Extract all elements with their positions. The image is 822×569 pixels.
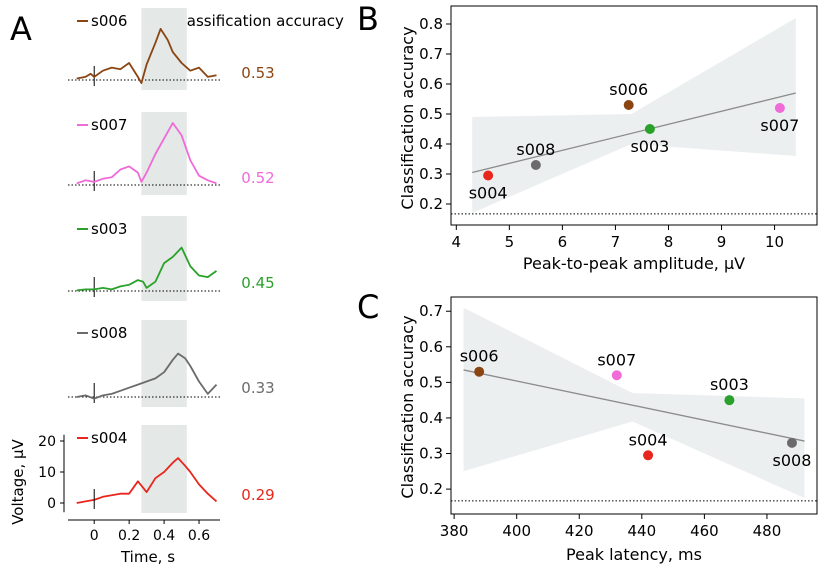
y-tick-label: 0.8: [419, 15, 443, 33]
trace-label-s006: s006: [91, 12, 127, 30]
point-label-s006: s006: [609, 80, 648, 99]
point-s007: [611, 370, 622, 381]
point-label-s003: s003: [710, 375, 749, 394]
x-axis-title: Peak-to-peak amplitude, µV: [523, 254, 745, 273]
confidence-band: [463, 307, 805, 498]
point-label-s007: s007: [760, 116, 799, 135]
panel-b-amplitude-scatter: 4 5 6 7 8 9 10 0.2 0.3 0.4 0.5 0.6 0.7 0.8 s004 s008 s00…: [398, 5, 818, 273]
x-tick-label: 10: [765, 233, 784, 251]
y-tick-label: 20: [38, 434, 56, 450]
y-tick-label: 0.7: [419, 302, 443, 320]
y-axis-title: Classification accuracy: [398, 26, 417, 209]
point-s004: [483, 170, 494, 181]
point-s003: [724, 395, 735, 406]
point-label-s004: s004: [469, 184, 508, 203]
y-tick-label: 0.2: [419, 195, 443, 213]
x-tick-label: 7: [611, 233, 621, 251]
x-tick-label: 4: [452, 233, 462, 251]
trace-s006: [76, 27, 217, 84]
x-tick-label: 9: [717, 233, 727, 251]
point-label-s008: s008: [516, 140, 555, 159]
x-tick-label: 440: [628, 522, 657, 540]
y-axis-title: Voltage, µV: [9, 438, 27, 524]
x-tick-label: 0.6: [188, 528, 210, 544]
y-tick-label: 0.6: [419, 75, 443, 93]
panel-c-latency-scatter: 380 400 420 440 460 480 0.2 0.3 0.4 0.5 0.6 0.7 s006…: [398, 296, 818, 564]
point-label-s003: s003: [630, 137, 669, 156]
x-tick-label: 400: [502, 522, 531, 540]
trace-label-s008: s008: [91, 324, 127, 342]
accuracy-value-s004: 0.29: [241, 486, 274, 504]
y-tick-label: 0.4: [419, 135, 443, 153]
x-tick-label: 0.4: [153, 528, 175, 544]
point-s003: [644, 124, 655, 134]
y-tick-label: 0.5: [419, 105, 443, 123]
point-s008: [786, 437, 797, 448]
x-tick-label: 8: [664, 233, 674, 251]
highlight-window-s003: [141, 216, 187, 301]
regression-line: [463, 369, 805, 442]
accuracy-column-header: Classification accuracy: [172, 12, 344, 30]
plot-frame: [450, 296, 818, 515]
y-tick-label: 0.7: [419, 45, 443, 63]
y-tick-label: 0.4: [419, 409, 443, 427]
x-tick-label: 6: [558, 233, 568, 251]
x-axis-title: Time, s: [120, 548, 175, 566]
panel-label-a: A: [10, 10, 32, 48]
x-tick-label: 460: [690, 522, 719, 540]
x-tick-label: 420: [565, 522, 594, 540]
trace-s007: [76, 122, 217, 185]
x-axis-title: Peak latency, ms: [566, 545, 702, 564]
point-s006: [474, 366, 485, 377]
x-tick-label: 0: [90, 528, 99, 544]
panel-label-c: C: [357, 288, 379, 326]
panel-a-erp-traces: Classification accuracy s006 0.53 s007 0.52…: [9, 8, 344, 566]
point-label-s004: s004: [629, 430, 668, 449]
y-tick-label: 0.6: [419, 338, 443, 356]
highlight-window-s007: [141, 112, 187, 195]
point-label-s007: s007: [597, 350, 636, 369]
highlight-window-s008: [141, 320, 187, 407]
point-label-s006: s006: [460, 347, 499, 366]
point-s004: [643, 450, 654, 461]
accuracy-value-s003: 0.45: [241, 274, 274, 292]
regression-line: [472, 92, 796, 174]
highlight-window-s006: [141, 8, 187, 90]
x-tick-label: 0.2: [118, 528, 140, 544]
trace-label-s007: s007: [91, 116, 127, 134]
trace-label-s004: s004: [91, 429, 127, 447]
accuracy-value-s007: 0.52: [241, 169, 274, 187]
trace-label-s003: s003: [91, 220, 127, 238]
confidence-band: [472, 18, 796, 213]
point-s006: [623, 100, 634, 110]
trace-s004: [76, 457, 218, 504]
x-tick-label: 480: [753, 522, 782, 540]
accuracy-value-s006: 0.53: [241, 64, 274, 82]
y-tick-label: 0.3: [419, 445, 443, 463]
accuracy-value-s008: 0.33: [241, 379, 274, 397]
panel-label-b: B: [357, 0, 379, 38]
x-tick-label: 380: [440, 522, 469, 540]
point-s008: [530, 160, 541, 170]
y-tick-label: 0.5: [419, 373, 443, 391]
point-label-s008: s008: [773, 451, 812, 470]
y-tick-label: 0: [47, 496, 56, 512]
y-tick-label: 10: [38, 465, 56, 481]
y-tick-label: 0.2: [419, 480, 443, 498]
point-s007: [774, 103, 785, 113]
plot-frame: [450, 5, 818, 226]
highlight-window-s004: [141, 425, 187, 513]
y-tick-label: 0.3: [419, 165, 443, 183]
trace-s003: [76, 246, 218, 292]
x-tick-label: 5: [505, 233, 515, 251]
y-axis-title: Classification accuracy: [398, 315, 417, 498]
trace-s008: [76, 352, 218, 400]
